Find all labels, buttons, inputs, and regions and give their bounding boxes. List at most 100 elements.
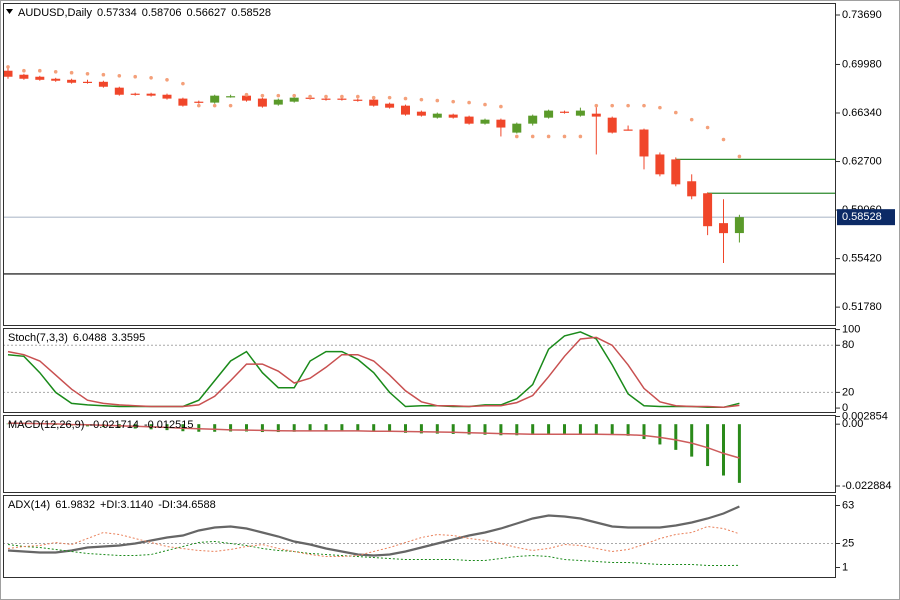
sar-dot	[324, 94, 328, 99]
candle-body	[416, 111, 426, 116]
sar-dot	[546, 134, 551, 139]
y-tick-label: 25	[842, 537, 854, 549]
candle-body	[544, 110, 554, 118]
macd-bar	[372, 424, 376, 432]
y-tick-label: 0.66340	[842, 107, 882, 119]
sar-dot	[149, 76, 153, 80]
macd-bar	[340, 424, 344, 432]
pane: 16 Jan 202024 Jan 20203 Feb 202011 Feb 2…	[3, 65, 836, 275]
sar-dot	[276, 93, 281, 98]
sar-dot	[419, 97, 424, 102]
y-tick-label: 0.69980	[842, 58, 882, 70]
sar-dot	[212, 103, 217, 108]
header-item: -0.012515	[144, 419, 194, 431]
header-item: 0.58706	[142, 7, 182, 19]
sar-dot	[467, 100, 471, 105]
sar-dot	[689, 117, 694, 122]
sar-dot	[292, 93, 297, 98]
header-item: 61.9832	[55, 499, 95, 511]
sar-dot	[22, 68, 26, 73]
candle-body	[575, 110, 585, 116]
macd-bar	[404, 424, 407, 433]
header-item: 3.3595	[112, 332, 146, 344]
macd-bar	[626, 424, 630, 436]
header-item: MACD(12,26,9)	[8, 419, 84, 431]
sar-dot	[562, 134, 567, 139]
current-price-label: 0.58528	[842, 211, 882, 223]
macd-bar	[388, 424, 392, 433]
sar-dot	[181, 81, 185, 86]
sar-dot	[101, 72, 106, 77]
symbol-menu-arrow	[6, 9, 13, 14]
sar-dot	[483, 102, 487, 107]
candle-body	[464, 116, 474, 124]
candle-body	[639, 129, 649, 157]
y-tick-label: 1	[842, 561, 848, 573]
header-item: Stoch(7,3,3)	[8, 332, 68, 344]
y-tick-label: 0.62700	[842, 155, 882, 167]
header-item: ADX(14)	[8, 499, 50, 511]
candle-body	[146, 93, 156, 96]
candle-body	[385, 103, 395, 108]
macd-bar	[435, 424, 439, 434]
candle-body	[734, 217, 744, 234]
candle-body	[560, 111, 569, 113]
sar-dot	[53, 70, 58, 74]
candle-body	[448, 114, 458, 118]
macd-bar	[642, 424, 646, 440]
pane-border	[3, 415, 836, 493]
macd-bar	[292, 424, 296, 432]
sar-dot	[578, 134, 583, 139]
candle-body	[114, 87, 124, 95]
macd-bar	[706, 424, 710, 467]
macd-bar	[324, 424, 328, 432]
macd-bar	[737, 424, 741, 483]
candle-body	[432, 113, 442, 118]
macd-bar	[594, 424, 598, 435]
pane	[3, 505, 836, 566]
sar-dot	[340, 94, 344, 99]
sar-dot	[705, 125, 710, 130]
candle-body	[719, 223, 728, 234]
pane-border	[3, 495, 836, 578]
y-tick-label: 0	[842, 402, 848, 414]
sar-dot	[610, 103, 614, 108]
macd-bar	[213, 424, 217, 432]
pane-border	[3, 328, 836, 413]
sar-dot	[674, 110, 678, 115]
candle-body	[51, 78, 61, 81]
indicator-line	[7, 540, 740, 566]
macd-bar	[674, 424, 678, 450]
candle-body	[3, 70, 13, 77]
sar-dot	[85, 72, 90, 76]
y-tick-label: 0.51780	[842, 301, 882, 313]
y-tick-label: 0.73690	[842, 9, 882, 21]
macd-bar	[483, 424, 487, 435]
current-price-box	[837, 209, 895, 226]
pane-header: ADX(14) 61.9832 +DI:3.1140 -DI:34.6588	[8, 499, 216, 511]
y-tick-label: 0.55420	[842, 253, 882, 265]
sar-dot	[38, 68, 42, 73]
sar-dot	[371, 95, 376, 100]
macd-bar	[547, 424, 551, 435]
macd-bar	[356, 424, 360, 432]
y-tick-label: 0.002854	[842, 410, 888, 422]
sar-dot	[658, 105, 662, 110]
candle-body	[337, 98, 347, 100]
sar-dot	[244, 92, 249, 97]
sar-dot	[69, 70, 74, 75]
pane-border	[3, 3, 836, 326]
sar-dot	[133, 74, 137, 79]
macd-bar	[6, 423, 10, 425]
candle-body	[703, 193, 713, 227]
y-tick-label: 20	[842, 386, 854, 398]
candle-body	[19, 74, 29, 79]
sar-dot	[260, 93, 265, 98]
indicator-line	[7, 336, 740, 409]
header-item: +DI:3.1140	[100, 499, 153, 511]
sar-dot	[626, 103, 630, 108]
macd-bar	[260, 424, 264, 433]
macd-bar	[499, 424, 503, 436]
sar-dot	[642, 103, 646, 108]
